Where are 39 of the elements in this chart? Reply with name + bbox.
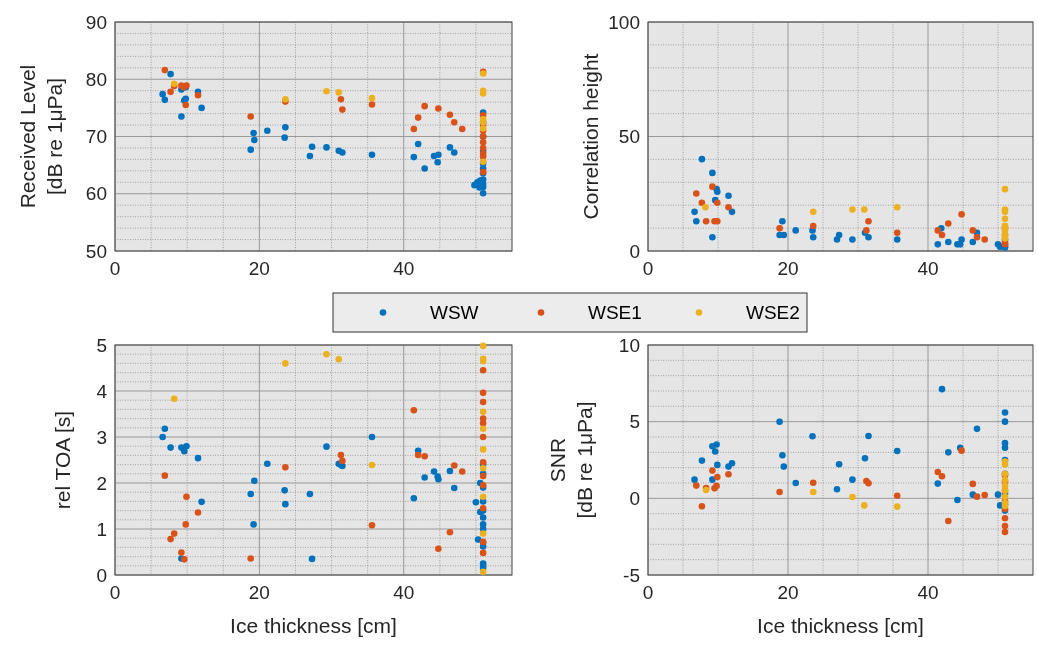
y-axis-title: Correlation height <box>579 53 602 220</box>
y-tick-label: 5 <box>96 334 107 356</box>
x-tick-label: 0 <box>109 582 121 603</box>
y-tick-label: 70 <box>85 126 107 148</box>
legend-label: WSW <box>430 302 479 324</box>
y-axis-title: Received Level [dB re 1μPa] <box>16 64 66 209</box>
x-tick-label: 20 <box>777 582 799 603</box>
x-axis-title: Ice thickness [cm] <box>230 614 397 637</box>
x-tick-label: 20 <box>248 582 270 603</box>
x-tick-label: 20 <box>248 258 270 279</box>
y-tick-label: 50 <box>618 126 640 148</box>
y-tick-label: 80 <box>85 68 107 90</box>
x-axis-title: Ice thickness [cm] <box>757 614 924 637</box>
x-tick-label: 20 <box>777 258 799 279</box>
y-tick-label: 50 <box>85 240 107 262</box>
y-tick-label: 0 <box>629 487 640 509</box>
x-tick-label: 40 <box>393 582 415 603</box>
x-tick-label: 40 <box>917 582 939 603</box>
y-axis-title: rel TOA [s] <box>51 410 74 510</box>
y-tick-label: 90 <box>85 11 107 33</box>
y-tick-label: 4 <box>96 380 108 402</box>
x-tick-label: 0 <box>642 258 654 279</box>
y-tick-label: 2 <box>96 472 107 494</box>
y-tick-label: 3 <box>96 426 107 448</box>
legend-label: WSE2 <box>746 302 800 324</box>
y-tick-label: 100 <box>608 11 640 33</box>
x-tick-label: 0 <box>642 582 654 603</box>
x-tick-label: 40 <box>393 258 415 279</box>
y-tick-label: 0 <box>629 240 640 262</box>
x-tick-label: 40 <box>917 258 939 279</box>
y-tick-label: 0 <box>96 564 107 586</box>
y-tick-label: 5 <box>629 411 640 433</box>
y-tick-label: -5 <box>623 564 640 586</box>
y-tick-label: 10 <box>618 334 640 356</box>
y-axis-title: SNR [dB re 1μPa] <box>546 401 596 519</box>
x-tick-label: 0 <box>109 258 121 279</box>
legend-label: WSE1 <box>588 302 642 324</box>
y-tick-label: 1 <box>96 518 107 540</box>
y-tick-label: 60 <box>85 183 107 205</box>
